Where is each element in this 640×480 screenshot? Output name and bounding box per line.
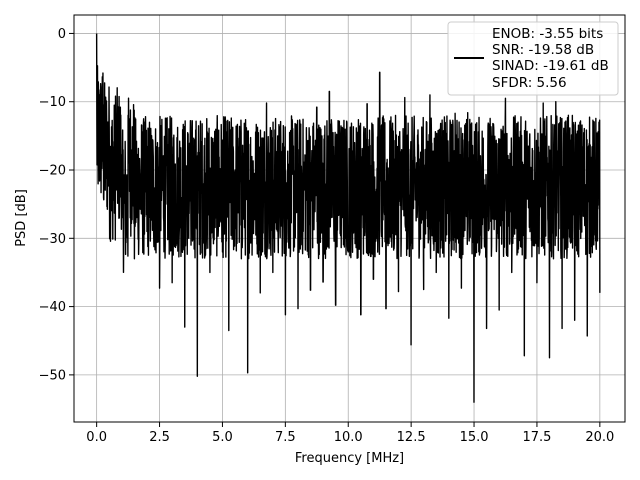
- y-axis-ticks: 0 −10 −20 −30 −40 −50: [39, 27, 74, 383]
- y-tick-label: −30: [39, 232, 66, 247]
- x-tick-label: 2.5: [149, 430, 170, 445]
- x-tick-label: 15.0: [460, 430, 489, 445]
- psd-series: [95, 33, 601, 403]
- legend-box: [447, 21, 619, 96]
- x-tick-label: 0.0: [86, 430, 107, 445]
- x-tick-label: 5.0: [212, 430, 233, 445]
- legend-entry-sinad: SINAD: -19.61 dB: [492, 58, 609, 74]
- x-tick-label: 12.5: [397, 430, 426, 445]
- x-tick-label: 10.0: [334, 430, 363, 445]
- legend-entry-sfdr: SFDR: 5.56: [492, 75, 567, 91]
- y-axis-label: PSD [dB]: [14, 189, 29, 247]
- legend: ENOB: -3.55 bits SNR: -19.58 dB SINAD: -…: [447, 21, 619, 96]
- psd-line: [95, 33, 601, 403]
- y-tick-label: −40: [39, 300, 66, 315]
- x-tick-label: 17.5: [522, 430, 551, 445]
- plot-frame: [73, 14, 626, 423]
- x-axis-label: Frequency [MHz]: [295, 451, 404, 466]
- legend-entry-snr: SNR: -19.58 dB: [492, 42, 594, 58]
- y-tick-label: −50: [39, 368, 66, 383]
- y-tick-label: 0: [58, 27, 66, 42]
- x-axis-ticks: 0.0 2.5 5.0 7.5 10.0 12.5 15.0 17.5 20.0: [86, 422, 614, 445]
- y-tick-label: −10: [39, 95, 66, 110]
- y-tick-label: −20: [39, 164, 66, 179]
- legend-entry-enob: ENOB: -3.55 bits: [492, 26, 603, 42]
- x-tick-label: 7.5: [275, 430, 296, 445]
- x-tick-label: 20.0: [585, 430, 614, 445]
